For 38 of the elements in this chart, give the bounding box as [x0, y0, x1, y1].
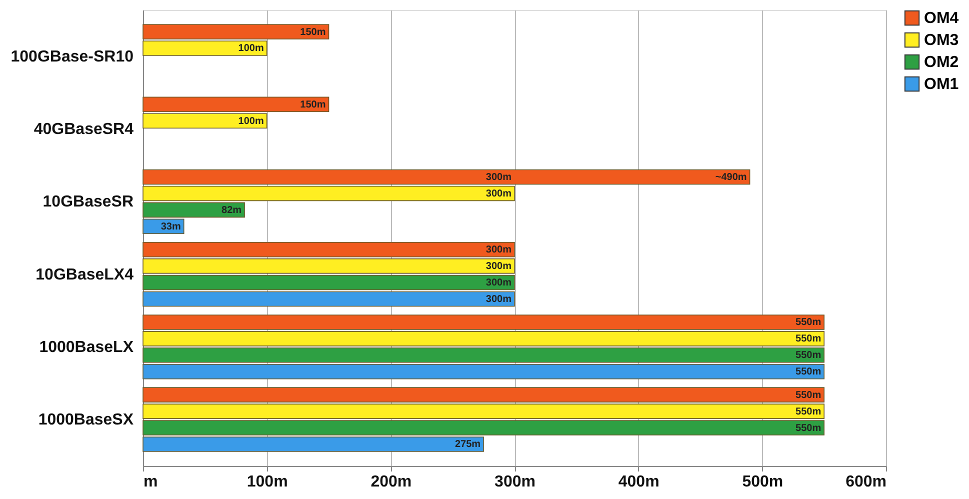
y-tick-label: 10GBaseLX4	[36, 266, 134, 284]
legend-label: OM4	[924, 10, 959, 27]
x-tick-label: 100m	[246, 474, 288, 490]
legend-label: OM2	[924, 54, 959, 71]
data-label: 550m	[796, 317, 822, 328]
y-tick-label: 1000BaseLX	[39, 338, 134, 356]
data-label: 300m	[486, 278, 512, 289]
x-tick-label: m	[144, 474, 158, 490]
x-tick-label: 600m	[846, 474, 886, 490]
data-label: 100m	[238, 116, 264, 127]
annotation: 300m	[486, 172, 512, 183]
data-label: 300m	[486, 244, 512, 256]
data-label: 33m	[160, 221, 181, 232]
legend-label: OM1	[924, 76, 959, 93]
x-tick-label: 400m	[618, 474, 660, 490]
data-label: 550m	[796, 366, 822, 378]
data-label: 150m	[300, 26, 326, 38]
data-label: 100m	[238, 43, 264, 54]
data-label: ~490m	[715, 172, 747, 183]
data-label: 550m	[796, 350, 822, 362]
data-label: 300m	[486, 188, 512, 200]
y-tick-label: 40GBaseSR4	[34, 121, 134, 138]
y-tick-label: 1000BaseSX	[38, 412, 134, 429]
data-label: 550m	[796, 406, 822, 418]
data-label: 550m	[796, 422, 822, 434]
x-tick-label: 300m	[494, 474, 536, 490]
data-label: 300m	[486, 294, 512, 306]
y-tick-label: 10GBaseSR	[42, 194, 134, 211]
data-label: 275m	[454, 439, 481, 450]
data-label: 82m	[222, 204, 242, 216]
legend-label: OM3	[924, 32, 959, 49]
x-tick-label: 200m	[370, 474, 412, 490]
data-label: 150m	[300, 99, 326, 110]
data-label: 300m	[486, 261, 512, 272]
data-label: 550m	[796, 390, 822, 401]
data-label: 550m	[796, 334, 822, 345]
y-tick-label: 100GBase-SR10	[10, 48, 134, 66]
x-tick-label: 500m	[742, 474, 784, 490]
